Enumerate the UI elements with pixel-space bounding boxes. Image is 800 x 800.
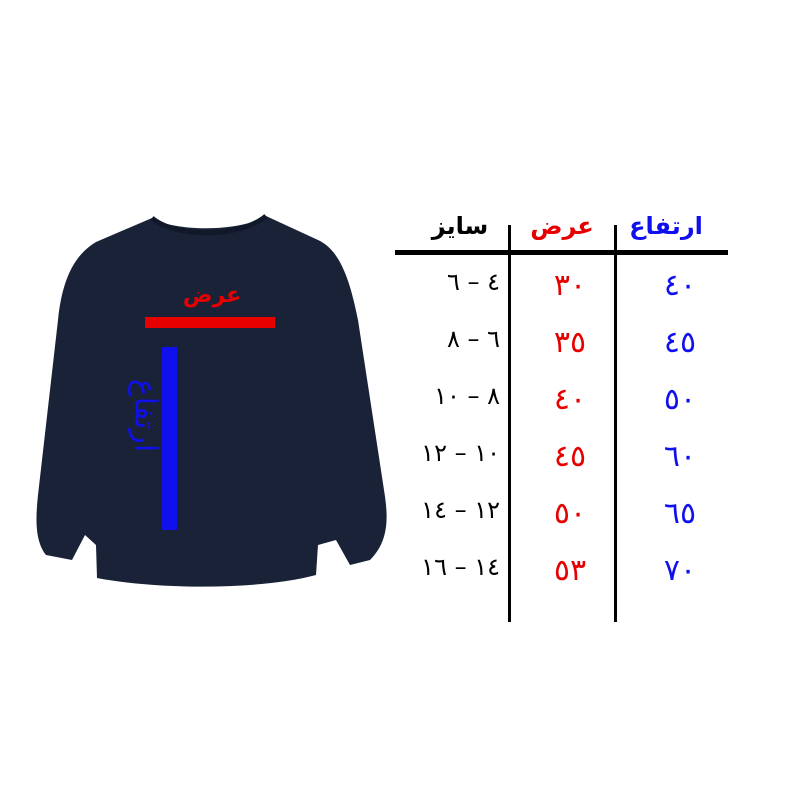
size-value: ٨ – ١٠: [434, 382, 500, 410]
height-value: ٧٠: [663, 553, 697, 588]
header-divider: [395, 250, 728, 255]
header-width: عرض: [530, 212, 594, 240]
width-value: ٥٣: [553, 553, 587, 588]
size-value: ١٠ – ١٢: [421, 439, 500, 467]
size-value: ١٤ – ١٦: [421, 553, 500, 581]
width-value: ٣٠: [553, 268, 587, 303]
column-divider: [508, 225, 511, 622]
width-value: ٥٠: [553, 496, 587, 531]
width-value: ٤٥: [553, 439, 587, 474]
height-value: ٦٠: [663, 439, 697, 474]
size-value: ٤ – ٦: [446, 268, 500, 296]
height-label: ارتفاع: [127, 378, 163, 453]
height-marker-bar: [162, 347, 177, 530]
column-divider: [614, 225, 617, 622]
height-value: ٥٠: [663, 382, 697, 417]
width-value: ٣٥: [553, 325, 587, 360]
height-value: ٤٠: [663, 268, 697, 303]
sweatshirt-body: [36, 216, 387, 587]
header-size: سایز: [431, 212, 489, 240]
width-value: ٤٠: [553, 382, 587, 417]
size-value: ٦ – ٨: [446, 325, 500, 353]
header-height: ارتفاع: [629, 212, 703, 240]
size-value: ١٢ – ١٤: [421, 496, 500, 524]
width-label: عرض: [182, 283, 242, 308]
height-value: ٤٥: [663, 325, 697, 360]
width-marker-bar: [145, 317, 275, 328]
height-value: ٦٥: [663, 496, 697, 531]
